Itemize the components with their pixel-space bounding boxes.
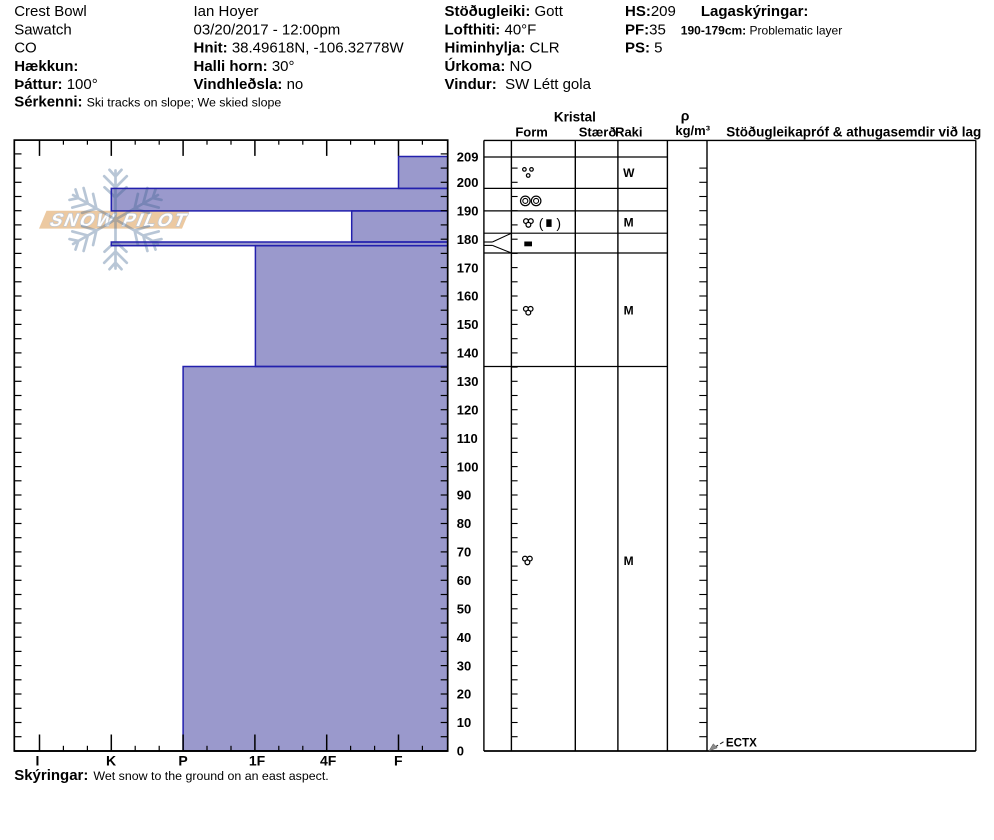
svg-text:K: K: [106, 752, 116, 768]
svg-text:Stærð: Stærð: [579, 125, 617, 140]
svg-text:70: 70: [457, 545, 471, 560]
svg-text:SNOW PILOT: SNOW PILOT: [47, 210, 192, 230]
svg-text:130: 130: [457, 374, 479, 389]
svg-text:PS: 5: PS: 5: [625, 40, 663, 57]
svg-text:50: 50: [457, 602, 471, 617]
svg-text:120: 120: [457, 402, 479, 417]
svg-text:Lofthiti: 40°F: Lofthiti: 40°F: [445, 22, 537, 39]
svg-text:Hækkun:: Hækkun:: [14, 58, 78, 75]
svg-text:Vindur: SW Létt gola: Vindur: SW Létt gola: [445, 76, 592, 93]
svg-text:kg/m³: kg/m³: [675, 123, 710, 138]
svg-text:M: M: [624, 304, 634, 318]
svg-text:Hnit: 38.49618N, -106.32778W: Hnit: 38.49618N, -106.32778W: [194, 40, 405, 57]
svg-text:Sawatch: Sawatch: [14, 22, 72, 39]
svg-text:Halli horn: 30°: Halli horn: 30°: [194, 58, 295, 75]
svg-text:80: 80: [457, 516, 471, 531]
svg-text:150: 150: [457, 317, 479, 332]
svg-text:140: 140: [457, 346, 479, 361]
svg-text:M: M: [624, 554, 634, 568]
svg-text:Kristal: Kristal: [554, 110, 596, 125]
svg-text:Raki: Raki: [615, 125, 642, 140]
svg-text:Form: Form: [515, 125, 548, 140]
svg-text:190-179cm: Problematic layer: 190-179cm: Problematic layer: [681, 24, 842, 38]
svg-text:Þáttur: 100°: Þáttur: 100°: [14, 76, 98, 93]
svg-text:0: 0: [457, 744, 464, 759]
svg-text:200: 200: [457, 175, 479, 190]
svg-text:90: 90: [457, 488, 471, 503]
svg-text:1F: 1F: [249, 752, 266, 768]
svg-text:Stöðugleiki: Gott: Stöðugleiki: Gott: [445, 3, 564, 20]
svg-text:Crest Bowl: Crest Bowl: [14, 3, 87, 20]
svg-text:PF:35: PF:35: [625, 22, 666, 39]
svg-text:ECTX: ECTX: [726, 736, 757, 749]
svg-text:190: 190: [457, 203, 479, 218]
svg-text:(: (: [539, 215, 544, 231]
svg-text:170: 170: [457, 260, 479, 275]
svg-text:Stöðugleikapróf & athugasemdir: Stöðugleikapróf & athugasemdir við lag: [726, 125, 981, 140]
svg-text:160: 160: [457, 289, 479, 304]
svg-text:60: 60: [457, 573, 471, 588]
svg-text:100: 100: [457, 459, 479, 474]
svg-text:30: 30: [457, 658, 471, 673]
svg-text:Skýringar:Wet snow to the grou: Skýringar: Wet snow to the ground on an e…: [14, 767, 329, 784]
svg-text:F: F: [394, 752, 403, 768]
svg-text:I: I: [36, 752, 40, 768]
svg-text:CO: CO: [14, 40, 37, 57]
svg-text:40: 40: [457, 630, 471, 645]
svg-text:Ian Hoyer: Ian Hoyer: [194, 3, 259, 20]
svg-text:4F: 4F: [320, 752, 337, 768]
svg-text:Himinhylja: CLR: Himinhylja: CLR: [445, 40, 560, 57]
svg-text:20: 20: [457, 687, 471, 702]
svg-text:Sérkenni:Ski tracks on slope;: Sérkenni: Ski tracks on slope; We skied s…: [14, 93, 281, 110]
svg-text:10: 10: [457, 715, 471, 730]
svg-text:180: 180: [457, 232, 479, 247]
svg-text:110: 110: [457, 431, 478, 446]
svg-text:Vindhleðsla: no: Vindhleðsla: no: [194, 76, 304, 93]
svg-text:W: W: [623, 166, 635, 180]
svg-text:P: P: [178, 752, 187, 768]
svg-text:): ): [556, 215, 561, 231]
svg-text:Úrkoma: NO: Úrkoma: NO: [445, 57, 533, 75]
svg-text:ρ: ρ: [681, 107, 690, 123]
svg-text:Lagaskýringar:: Lagaskýringar:: [701, 3, 809, 20]
svg-text:03/20/2017 - 12:00pm: 03/20/2017 - 12:00pm: [194, 22, 341, 39]
svg-text:M: M: [624, 216, 634, 230]
svg-text:209: 209: [457, 149, 479, 164]
svg-text:HS:209: HS:209: [625, 3, 676, 20]
